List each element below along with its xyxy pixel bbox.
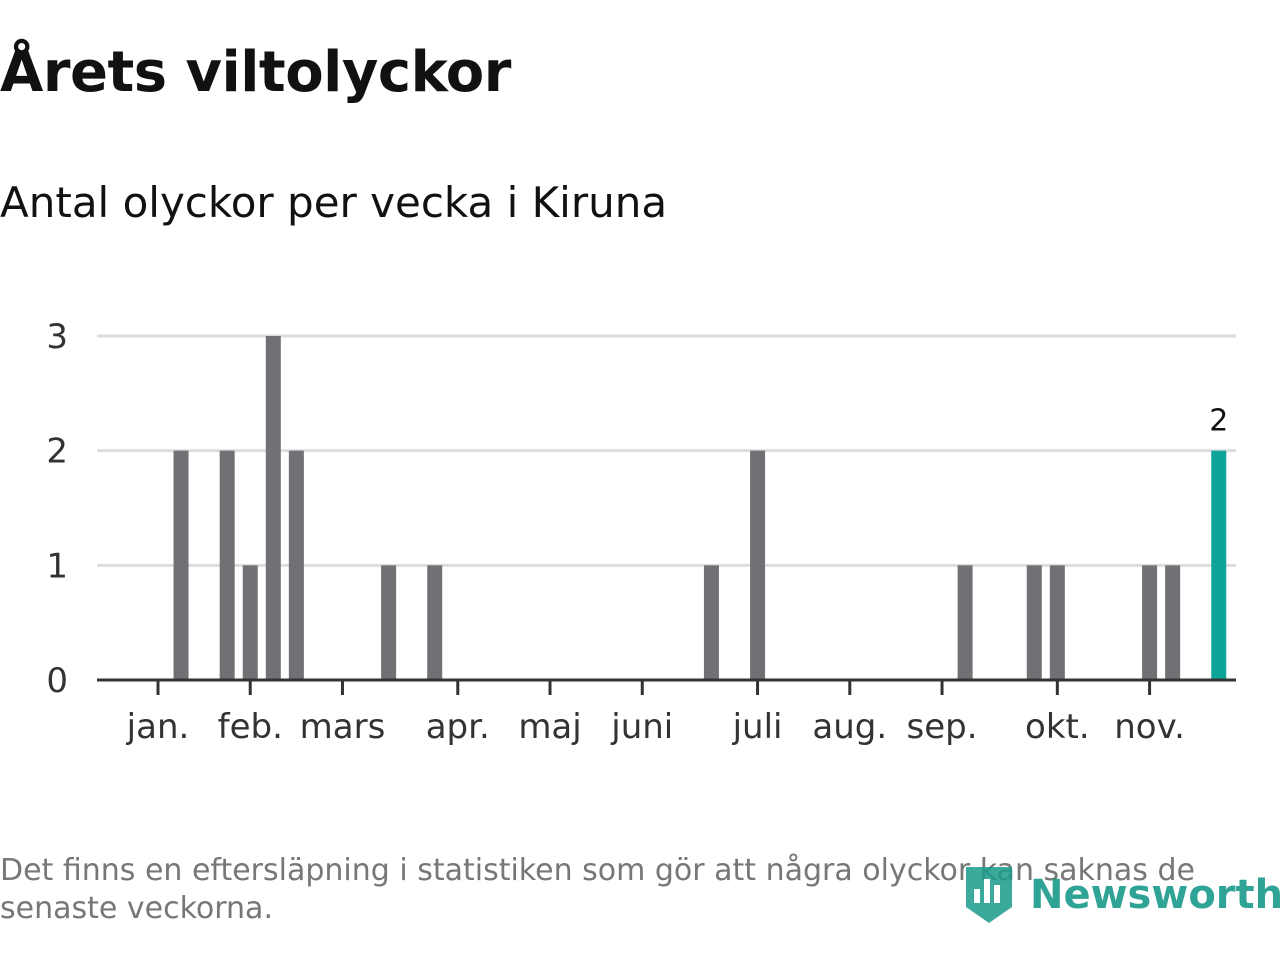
x-tick-label: juni <box>610 707 673 747</box>
x-tick-label: maj <box>518 707 581 747</box>
y-axis-ticks: 0 1 2 3 <box>46 317 68 701</box>
x-tick-label: aug. <box>812 707 887 747</box>
bar <box>173 450 189 680</box>
bar <box>242 565 258 680</box>
x-tick-label: nov. <box>1114 707 1185 747</box>
bars <box>173 336 1227 680</box>
chart-title: Årets viltolyckor <box>0 40 511 105</box>
chart-subtitle: Antal olyckor per vecka i Kiruna <box>0 178 668 227</box>
bar <box>288 450 304 680</box>
bar <box>427 565 443 680</box>
logo-text: Newsworthy <box>1030 872 1280 918</box>
x-tick-label: juli <box>732 707 783 747</box>
x-tick-label: jan. <box>126 707 190 747</box>
bar <box>703 565 719 680</box>
bar <box>750 450 766 680</box>
y-tick-label: 1 <box>46 546 68 586</box>
data-labels: 2 <box>1209 404 1228 439</box>
x-tick-label: okt. <box>1025 707 1090 747</box>
y-tick-label: 2 <box>46 432 68 472</box>
bar <box>1142 565 1158 680</box>
x-tick-label: mars <box>300 707 386 747</box>
x-axis: jan. feb. mars apr. maj juni juli aug. sep. okt. n… <box>97 678 1236 747</box>
y-tick-label: 0 <box>46 661 68 701</box>
bar <box>1026 565 1042 680</box>
bar-chart: 0 1 2 3 2 jan. feb. mars apr. maj juni juli aug. se… <box>46 317 1236 747</box>
x-tick-label: sep. <box>907 707 978 747</box>
bar <box>381 565 397 680</box>
y-tick-label: 3 <box>46 317 68 357</box>
bar <box>1165 565 1181 680</box>
bar <box>219 450 235 680</box>
newsworthy-logo[interactable]: Newsworthy <box>962 860 1280 930</box>
bar <box>1049 565 1065 680</box>
x-tick-label: feb. <box>218 707 283 747</box>
bar <box>957 565 973 680</box>
bar <box>265 336 281 680</box>
bar-highlight <box>1211 450 1227 680</box>
data-label: 2 <box>1209 404 1228 439</box>
x-tick-label: apr. <box>426 707 490 747</box>
grid-lines <box>97 334 1236 567</box>
newsworthy-logo-icon <box>966 867 1012 923</box>
